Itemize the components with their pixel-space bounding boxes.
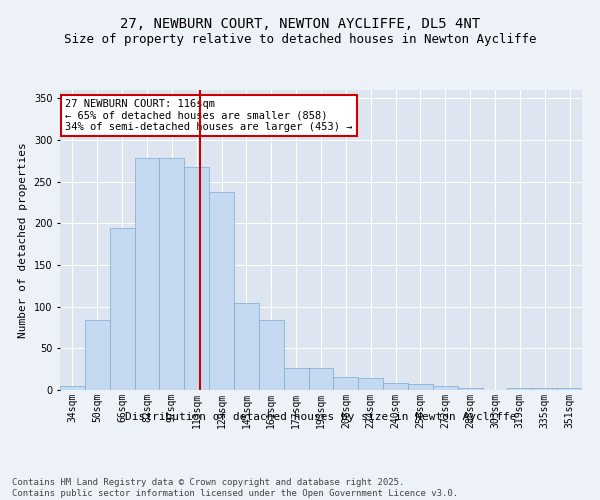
Bar: [234, 304, 259, 390]
Bar: [85, 320, 110, 390]
Bar: [433, 386, 458, 390]
Bar: [160, 158, 184, 390]
Bar: [134, 158, 160, 390]
Bar: [308, 368, 334, 390]
Bar: [532, 388, 557, 390]
Bar: [259, 320, 284, 390]
Bar: [110, 228, 134, 390]
Text: 27, NEWBURN COURT, NEWTON AYCLIFFE, DL5 4NT: 27, NEWBURN COURT, NEWTON AYCLIFFE, DL5 …: [120, 18, 480, 32]
Bar: [408, 384, 433, 390]
Bar: [508, 388, 532, 390]
Bar: [284, 368, 308, 390]
Text: Contains HM Land Registry data © Crown copyright and database right 2025.
Contai: Contains HM Land Registry data © Crown c…: [12, 478, 458, 498]
Bar: [334, 376, 358, 390]
Bar: [383, 384, 408, 390]
Bar: [60, 386, 85, 390]
Text: 27 NEWBURN COURT: 116sqm
← 65% of detached houses are smaller (858)
34% of semi-: 27 NEWBURN COURT: 116sqm ← 65% of detach…: [65, 99, 353, 132]
Y-axis label: Number of detached properties: Number of detached properties: [18, 142, 28, 338]
Bar: [209, 192, 234, 390]
Bar: [358, 378, 383, 390]
Bar: [557, 388, 582, 390]
Text: Distribution of detached houses by size in Newton Aycliffe: Distribution of detached houses by size …: [125, 412, 517, 422]
Text: Size of property relative to detached houses in Newton Aycliffe: Size of property relative to detached ho…: [64, 32, 536, 46]
Bar: [458, 388, 482, 390]
Bar: [184, 166, 209, 390]
